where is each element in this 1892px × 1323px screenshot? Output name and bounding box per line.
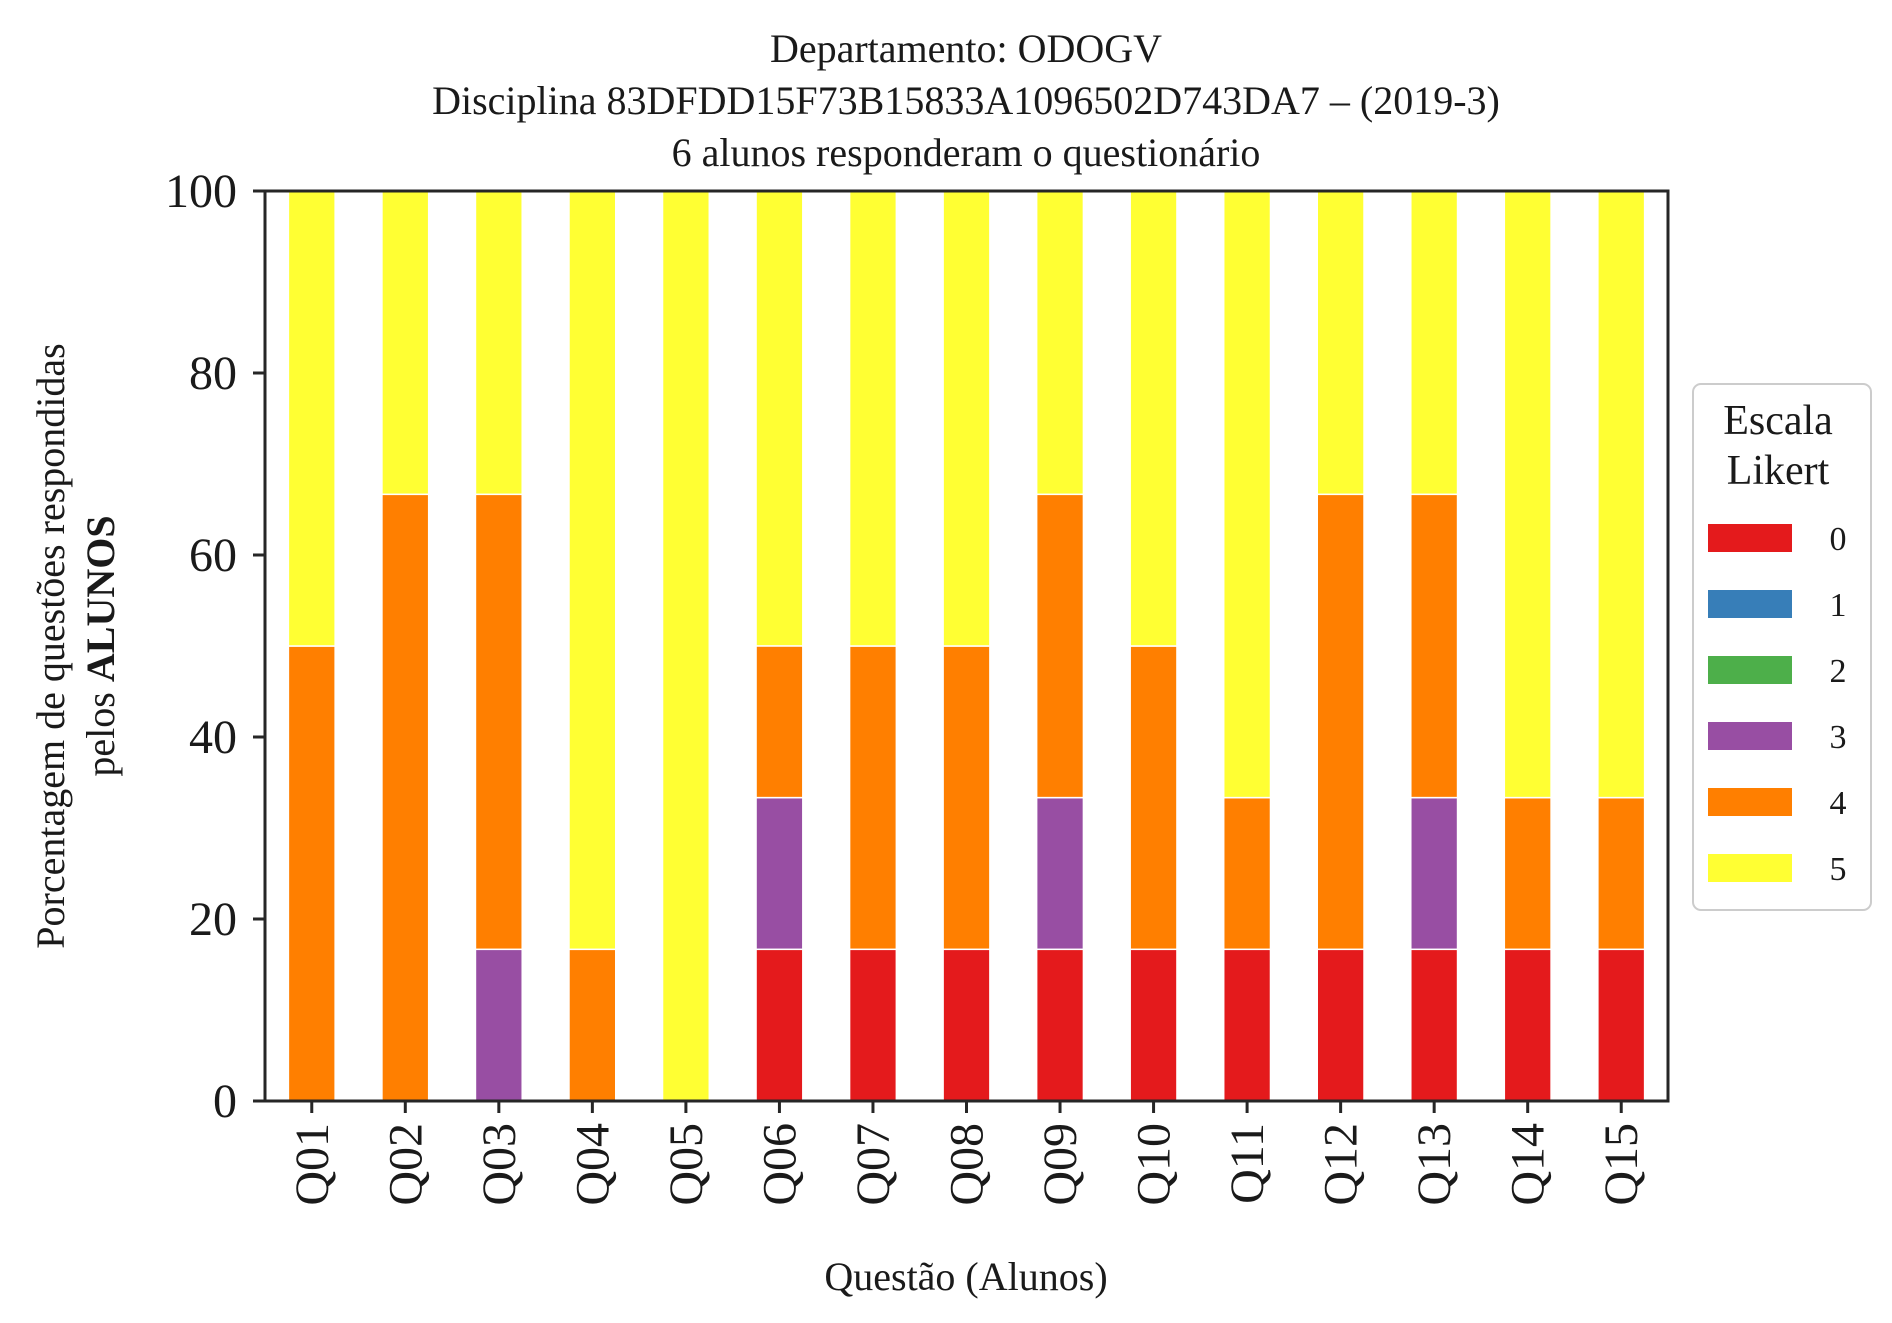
bar-Q09-level-4 xyxy=(1035,493,1085,799)
y-axis-label: Porcentagem de questões respondidas pelo… xyxy=(28,343,123,948)
chart-title-line-1: Departamento: ODOGV xyxy=(770,26,1162,71)
chart-title-line-3: 6 alunos responderam o questionário xyxy=(672,130,1261,175)
bar-Q11-level-5 xyxy=(1222,190,1272,799)
x-tick-label-Q11: Q11 xyxy=(1221,1123,1274,1204)
x-tick-label-Q02: Q02 xyxy=(379,1123,432,1206)
x-axis-label: Questão (Alunos) xyxy=(824,1254,1107,1299)
bar-Q14-level-4 xyxy=(1503,796,1552,951)
y-tick-label: 0 xyxy=(213,1075,237,1128)
legend: Escala Likert 0 1 2 3 4 5 xyxy=(1692,383,1872,911)
x-tick-label-Q14: Q14 xyxy=(1502,1123,1555,1206)
x-tick-label-Q09: Q09 xyxy=(1034,1123,1087,1206)
bar-Q07-level-4 xyxy=(848,645,898,951)
bar-Q12-level-4 xyxy=(1316,493,1365,951)
bar-Q11-level-0 xyxy=(1222,948,1272,1102)
y-axis-label-bold: ALUNOS xyxy=(78,515,123,682)
bar-Q14-level-5 xyxy=(1503,190,1552,799)
bar-Q15-level-0 xyxy=(1597,948,1646,1102)
y-axis-label-prefix: pelos xyxy=(78,682,123,776)
chart-title: Departamento: ODOGV Disciplina 83DFDD15F… xyxy=(432,26,1500,175)
bar-Q08-level-5 xyxy=(942,190,991,647)
bar-Q09-level-0 xyxy=(1035,948,1085,1102)
bar-Q06-level-4 xyxy=(755,645,804,799)
legend-label-1: 1 xyxy=(1830,587,1847,624)
bar-Q12-level-5 xyxy=(1316,190,1365,496)
y-axis-label-line-1: Porcentagem de questões respondidas xyxy=(28,343,73,948)
x-tick-label-Q15: Q15 xyxy=(1595,1123,1648,1206)
bar-Q15-level-5 xyxy=(1597,190,1646,799)
bar-Q04-level-4 xyxy=(568,948,617,1102)
x-tick-label-Q04: Q04 xyxy=(566,1123,619,1206)
bar-Q03-level-5 xyxy=(474,190,523,496)
bar-Q15-level-4 xyxy=(1597,796,1646,951)
bar-Q02-level-4 xyxy=(381,493,430,1102)
x-tick-label-Q10: Q10 xyxy=(1128,1123,1181,1206)
y-tick-label: 40 xyxy=(189,711,237,764)
legend-label-0: 0 xyxy=(1830,521,1847,558)
x-tick-label-Q07: Q07 xyxy=(847,1123,900,1206)
x-tick-label-Q12: Q12 xyxy=(1315,1123,1368,1206)
legend-title-line-2: Likert xyxy=(1727,448,1830,494)
bar-Q07-level-5 xyxy=(848,190,898,647)
y-tick-label: 80 xyxy=(189,347,237,400)
legend-title-line-1: Escala xyxy=(1723,398,1833,444)
bar-Q04-level-5 xyxy=(568,190,617,951)
legend-label-4: 4 xyxy=(1830,785,1847,822)
bar-Q11-level-4 xyxy=(1222,796,1272,951)
legend-swatch-3 xyxy=(1708,722,1792,750)
bar-Q06-level-0 xyxy=(755,948,804,1102)
bar-Q08-level-0 xyxy=(942,948,991,1102)
bar-Q07-level-0 xyxy=(848,948,898,1102)
bar-Q08-level-4 xyxy=(942,645,991,951)
bar-Q13-level-5 xyxy=(1410,190,1459,496)
bar-Q13-level-4 xyxy=(1410,493,1459,799)
y-axis: 0 20 40 60 80 100 xyxy=(165,165,265,1128)
legend-label-5: 5 xyxy=(1830,851,1847,888)
x-tick-label-Q08: Q08 xyxy=(941,1123,994,1206)
bar-Q01-level-5 xyxy=(287,190,336,647)
bar-Q03-level-4 xyxy=(474,493,523,951)
bar-Q13-level-3 xyxy=(1410,796,1459,951)
legend-swatch-2 xyxy=(1708,656,1792,684)
bar-Q13-level-0 xyxy=(1410,948,1459,1102)
bar-Q09-level-3 xyxy=(1035,796,1085,951)
bar-Q05-level-5 xyxy=(661,190,711,1102)
bar-Q09-level-5 xyxy=(1035,190,1085,496)
y-axis-label-line-2: pelos ALUNOS xyxy=(78,515,123,776)
bar-Q02-level-5 xyxy=(381,190,430,496)
y-tick-label: 100 xyxy=(165,165,237,218)
legend-label-3: 3 xyxy=(1830,719,1847,756)
y-tick-label: 60 xyxy=(189,529,237,582)
legend-swatch-5 xyxy=(1708,854,1792,882)
bar-Q06-level-3 xyxy=(755,796,804,951)
legend-swatch-1 xyxy=(1708,590,1792,618)
bar-Q01-level-4 xyxy=(287,645,336,1102)
bars-layer xyxy=(287,190,1646,1102)
x-tick-label-Q03: Q03 xyxy=(473,1123,526,1206)
chart-title-line-2: Disciplina 83DFDD15F73B15833A1096502D743… xyxy=(432,78,1500,123)
x-tick-label-Q05: Q05 xyxy=(660,1123,713,1206)
y-tick-label: 20 xyxy=(189,893,237,946)
bar-Q10-level-5 xyxy=(1129,190,1178,647)
bar-Q10-level-4 xyxy=(1129,645,1178,951)
bar-Q03-level-3 xyxy=(474,948,523,1102)
bar-Q12-level-0 xyxy=(1316,948,1365,1102)
x-axis: Q01 Q02 Q03 Q04 Q05 Q06 Q07 Q08 Q09 Q10 Q11 Q12 Q13 Q… xyxy=(286,1101,1648,1206)
x-tick-label-Q06: Q06 xyxy=(753,1123,806,1206)
legend-label-2: 2 xyxy=(1830,653,1847,690)
bar-Q10-level-0 xyxy=(1129,948,1178,1102)
legend-swatch-4 xyxy=(1708,788,1792,816)
bar-Q06-level-5 xyxy=(755,190,804,647)
bar-Q14-level-0 xyxy=(1503,948,1552,1102)
x-tick-label-Q13: Q13 xyxy=(1408,1123,1461,1206)
legend-items: 0 1 2 3 4 5 xyxy=(1708,521,1847,888)
x-tick-label-Q01: Q01 xyxy=(286,1123,339,1206)
legend-swatch-0 xyxy=(1708,524,1792,552)
legend-box xyxy=(1692,383,1872,911)
